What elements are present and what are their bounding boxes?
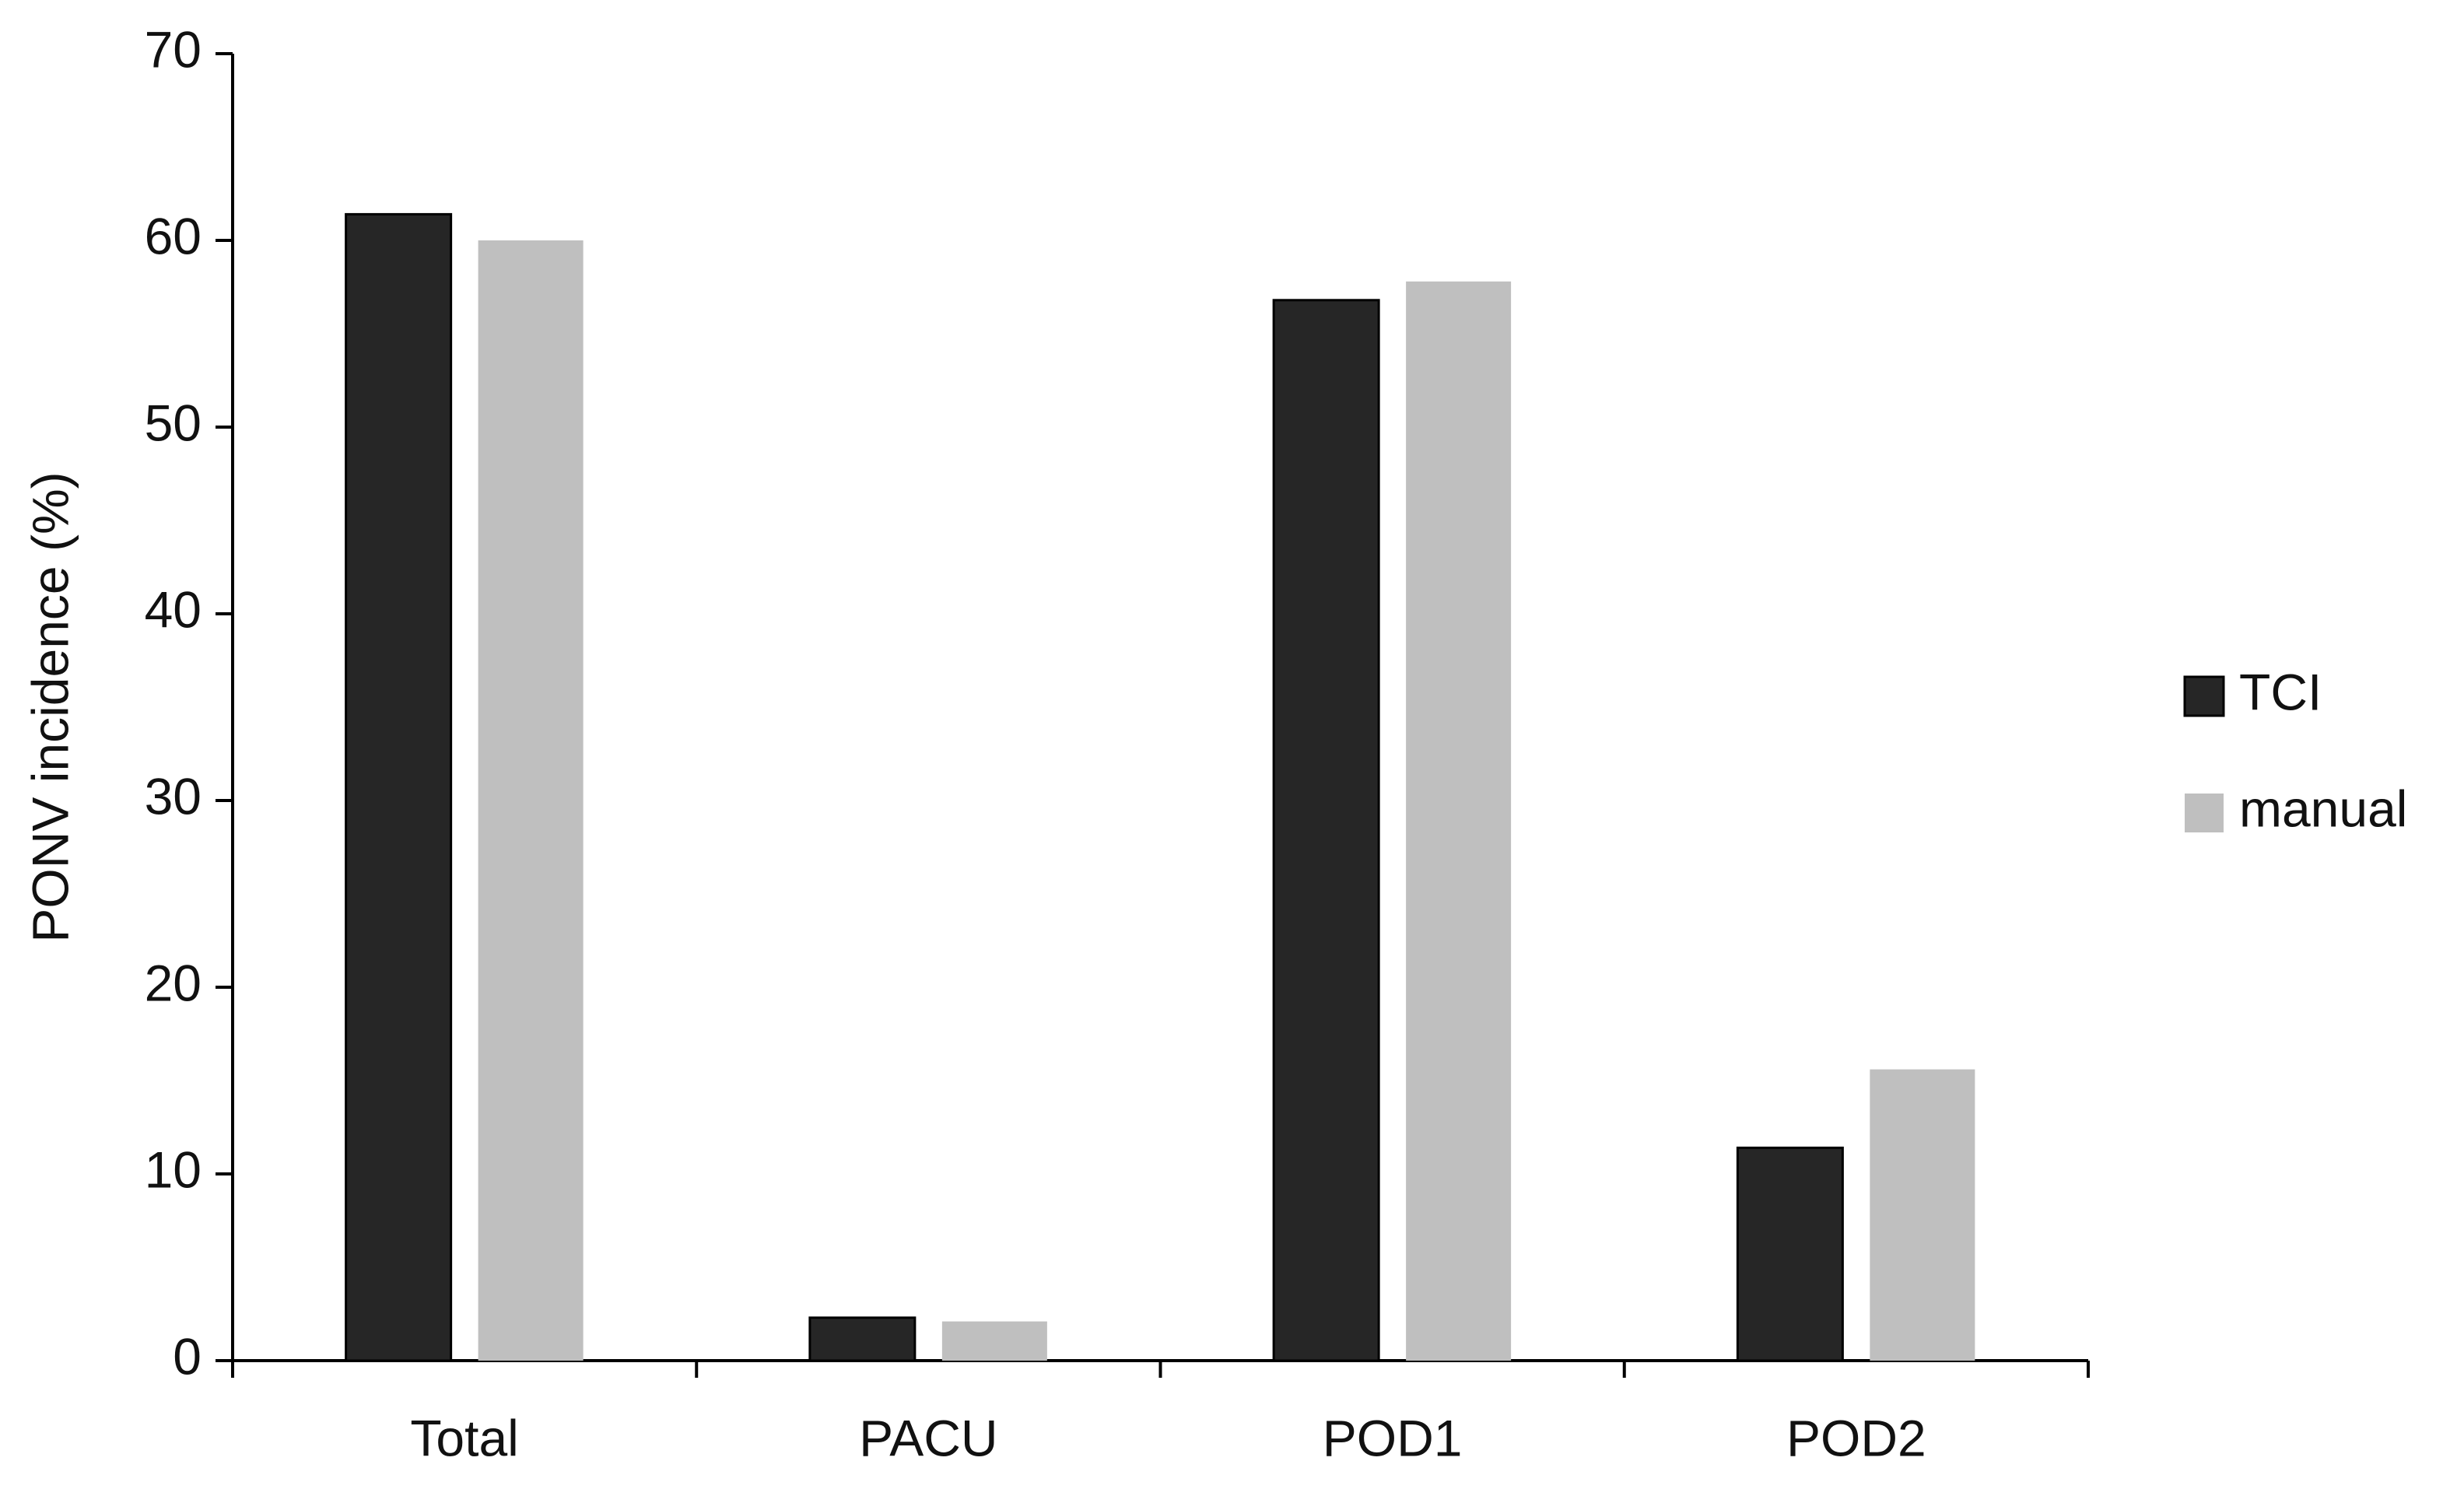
y-tick-label: 70 xyxy=(145,20,202,78)
x-tick-label: Total xyxy=(410,1409,518,1466)
legend-swatch xyxy=(2183,675,2225,717)
bar xyxy=(478,240,584,1361)
y-tick-label: 60 xyxy=(145,207,202,265)
y-tick-label: 0 xyxy=(173,1327,202,1385)
bar xyxy=(808,1316,917,1362)
y-tick-label: 40 xyxy=(145,580,202,638)
bar xyxy=(345,212,453,1362)
bar xyxy=(1406,281,1512,1361)
x-tick-label: POD1 xyxy=(1323,1409,1463,1466)
x-tick-label: POD2 xyxy=(1786,1409,1926,1466)
x-tick-label: PACU xyxy=(859,1409,997,1466)
y-axis-label: PONV incidence (%) xyxy=(21,471,79,942)
bar xyxy=(1736,1146,1844,1362)
bar xyxy=(1870,1069,1975,1361)
legend-swatch xyxy=(2185,794,2224,832)
y-tick-label: 10 xyxy=(145,1140,202,1198)
bar xyxy=(1272,299,1380,1362)
y-tick-label: 50 xyxy=(145,394,202,451)
y-tick-label: 20 xyxy=(145,954,202,1011)
legend-label: TCI xyxy=(2239,663,2322,720)
bar xyxy=(941,1321,1047,1361)
y-tick-label: 30 xyxy=(145,767,202,825)
legend-label: manual xyxy=(2239,780,2407,837)
